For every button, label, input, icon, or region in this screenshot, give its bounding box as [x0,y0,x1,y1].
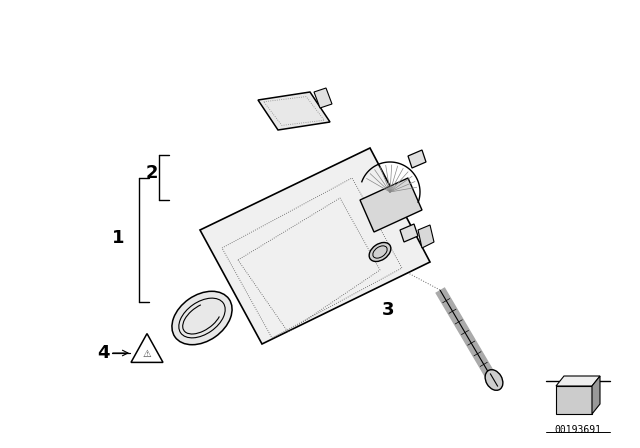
Polygon shape [258,92,330,130]
Text: 1: 1 [112,229,124,247]
Polygon shape [314,88,332,108]
Text: 3: 3 [381,301,394,319]
Polygon shape [556,376,600,386]
Polygon shape [592,376,600,414]
Ellipse shape [172,291,232,345]
Polygon shape [400,224,418,242]
Text: ⚠: ⚠ [143,349,152,359]
Polygon shape [408,150,426,168]
Text: 2: 2 [146,164,158,182]
Polygon shape [418,225,434,248]
Text: 00193691: 00193691 [554,425,602,435]
Text: 4: 4 [97,344,109,362]
Ellipse shape [369,242,391,262]
Polygon shape [556,386,592,414]
Polygon shape [360,178,422,232]
Ellipse shape [485,370,503,390]
Polygon shape [200,148,430,344]
